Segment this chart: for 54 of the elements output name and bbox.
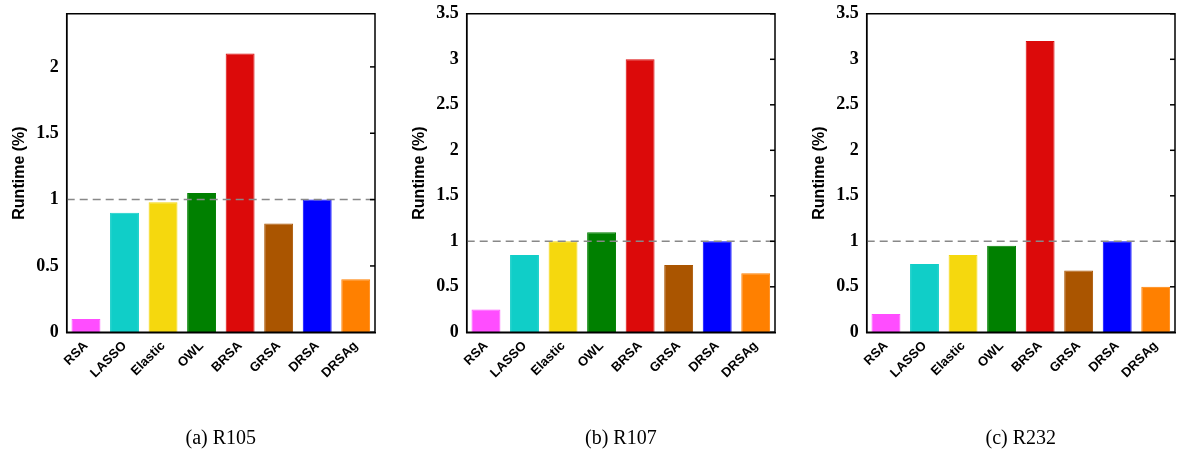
bar [510, 254, 539, 333]
bar [625, 59, 655, 333]
y-tick-label: 3 [849, 47, 859, 68]
y-tick-label: 2.5 [836, 93, 859, 114]
y-tick-label: 2.5 [436, 93, 459, 114]
y-tick-label: 1.5 [436, 184, 459, 205]
bar [948, 254, 978, 333]
y-tick-label: 2 [849, 138, 859, 159]
bar [264, 223, 294, 333]
y-tick-label: 0.5 [436, 275, 459, 296]
bar [702, 241, 732, 333]
y-axis-title: Runtime (%) [10, 126, 28, 220]
y-tick-label: 2 [449, 138, 459, 159]
bar [225, 53, 255, 333]
x-axis-title: (b) R107 [585, 426, 657, 450]
y-tick-label: 1.5 [836, 184, 859, 205]
bar [71, 319, 101, 333]
y-tick-label: 0 [449, 320, 459, 341]
y-tick-label: 1 [849, 229, 859, 250]
bar [110, 212, 139, 333]
x-axis-title: (c) R232 [985, 426, 1057, 450]
y-tick-label: 2 [49, 55, 59, 76]
bar [302, 199, 332, 333]
x-tick-label: OWL [574, 337, 607, 370]
y-tick-label: 0 [49, 320, 59, 341]
y-axis-title: Runtime (%) [410, 126, 428, 220]
y-tick-label: 1 [449, 229, 459, 250]
x-tick-label: OWL [974, 337, 1007, 370]
y-tick-label: 1 [49, 188, 59, 209]
bar [587, 232, 617, 333]
bar [187, 192, 217, 333]
bar [1102, 241, 1132, 333]
x-axis-title: (a) R105 [185, 426, 257, 450]
bar [148, 202, 178, 333]
bar [741, 273, 771, 333]
y-tick-label: 3.5 [436, 2, 459, 23]
y-tick-label: 0 [849, 320, 859, 341]
bar [548, 241, 578, 333]
bar [1025, 41, 1055, 333]
bar [471, 309, 501, 333]
bar [664, 264, 694, 333]
y-tick-label: 1.5 [36, 121, 59, 142]
y-axis-title: Runtime (%) [810, 126, 828, 220]
x-tick-label: OWL [174, 337, 207, 370]
bar [341, 279, 371, 333]
bar [910, 264, 939, 333]
y-tick-label: 0.5 [36, 254, 59, 275]
bar [987, 245, 1017, 333]
bar [871, 314, 901, 333]
bar [1064, 270, 1094, 333]
y-tick-label: 0.5 [836, 275, 859, 296]
y-tick-label: 3.5 [836, 2, 859, 23]
bar [1141, 286, 1171, 333]
y-tick-label: 3 [449, 47, 459, 68]
